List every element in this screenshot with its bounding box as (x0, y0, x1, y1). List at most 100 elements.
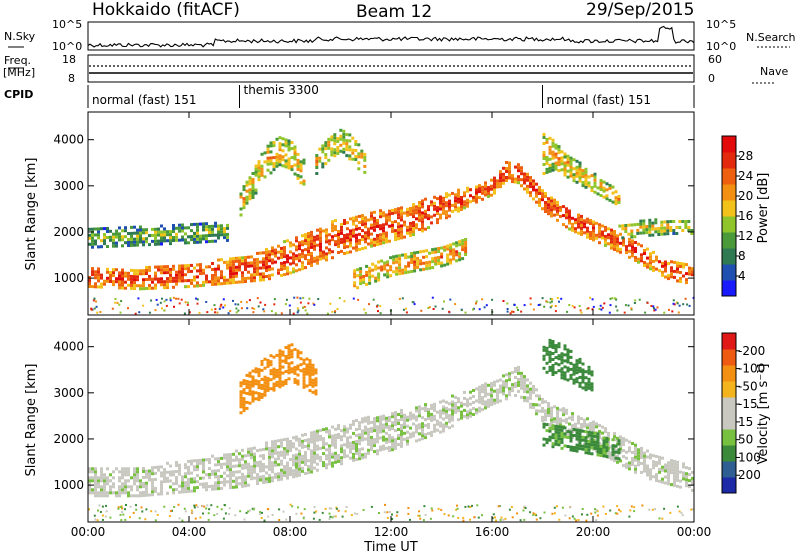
heatmap-cell (278, 142, 282, 146)
heatmap-cell (554, 152, 558, 156)
heatmap-cell (622, 440, 625, 444)
heatmap-cell (412, 233, 415, 237)
heatmap-cell (545, 300, 548, 303)
heatmap-cell (112, 482, 115, 486)
heatmap-cell (310, 458, 313, 462)
heatmap-cell (94, 227, 97, 231)
heatmap-cell (241, 454, 244, 458)
heatmap-cell (148, 274, 151, 278)
heatmap-cell (229, 465, 232, 469)
heatmap-cell (151, 478, 154, 482)
heatmap-cell (228, 507, 231, 510)
heatmap-cell (598, 229, 601, 233)
heatmap-cell (686, 303, 689, 306)
heatmap-cell (616, 249, 619, 253)
heatmap-cell (196, 275, 199, 279)
heatmap-cell (148, 265, 151, 269)
heatmap-cell (572, 381, 576, 385)
heatmap-cell (641, 504, 644, 507)
heatmap-cell (500, 516, 503, 519)
heatmap-cell (239, 213, 243, 217)
heatmap-cell (604, 430, 607, 434)
heatmap-cell (365, 270, 369, 274)
heatmap-cell (172, 224, 175, 227)
heatmap-cell (415, 409, 418, 413)
heatmap-cell (193, 222, 196, 226)
heatmap-cell (442, 399, 445, 403)
heatmap-cell (301, 469, 304, 473)
heatmap-cell (308, 383, 312, 387)
heatmap-cell (316, 228, 319, 232)
heatmap-cell (256, 272, 259, 276)
heatmap-cell (572, 176, 576, 180)
heatmap-cell (313, 436, 316, 440)
heatmap-cell (367, 230, 370, 234)
heatmap-cell (373, 420, 376, 424)
heatmap-cell (266, 147, 270, 151)
heatmap-cell (667, 461, 670, 465)
heatmap-cell (411, 301, 414, 304)
heatmap-cell (392, 270, 396, 274)
heatmap-cell (400, 435, 403, 439)
heatmap-cell (136, 237, 139, 241)
heatmap-cell (517, 178, 520, 182)
heatmap-cell (226, 281, 229, 285)
heatmap-cell (288, 304, 291, 307)
heatmap-cell (631, 442, 634, 445)
heatmap-cell (574, 422, 577, 426)
heatmap-cell (690, 229, 694, 232)
heatmap-cell (262, 481, 265, 484)
heatmap-cell (443, 513, 446, 516)
heatmap-cell (299, 301, 302, 304)
heatmap-cell (532, 385, 535, 388)
heatmap-cell (331, 250, 334, 254)
heatmap-cell (431, 266, 435, 270)
heatmap-cell (421, 220, 424, 224)
heatmap-cell (121, 511, 124, 513)
heatmap-cell (373, 219, 376, 223)
heatmap-cell (91, 236, 94, 240)
heatmap-cell (367, 430, 370, 434)
heatmap-cell (499, 182, 502, 186)
heatmap-cell (538, 403, 541, 407)
heatmap-cell (313, 445, 316, 449)
heatmap-cell (257, 178, 261, 182)
heatmap-cell (118, 488, 121, 492)
heatmap-cell (385, 437, 388, 441)
heatmap-cell (581, 374, 585, 378)
heatmap-cell (187, 235, 190, 239)
heatmap-cell (517, 163, 520, 167)
heatmap-cell (307, 259, 310, 262)
heatmap-cell (220, 282, 223, 286)
heatmap-cell (296, 311, 299, 314)
colorbar-tick-label: 15 (738, 415, 753, 429)
heatmap-cell (284, 358, 288, 361)
heatmap-cell (394, 444, 397, 448)
heatmap-cell (578, 438, 582, 442)
heatmap-cell (383, 261, 387, 265)
heatmap-cell (139, 272, 142, 276)
heatmap-cell (124, 470, 127, 474)
heatmap-cell (649, 255, 652, 259)
heatmap-cell (345, 142, 349, 146)
heatmap-cell (184, 475, 187, 479)
heatmap-cell (133, 225, 136, 229)
heatmap-cell (397, 228, 400, 232)
heatmap-cell (208, 476, 211, 479)
heatmap-cell (464, 247, 468, 250)
heatmap-cell (667, 262, 670, 266)
heatmap-cell (571, 222, 574, 226)
heatmap-cell (130, 485, 133, 489)
heatmap-cell (602, 186, 606, 190)
heatmap-cell (118, 238, 121, 242)
heatmap-cell (223, 275, 226, 279)
heatmap-cell (548, 145, 552, 149)
heatmap-cell (331, 256, 334, 260)
heatmap-cell (280, 246, 283, 250)
heatmap-cell (418, 219, 421, 222)
heatmap-cell (605, 197, 609, 201)
heatmap-cell (136, 476, 139, 480)
heatmap-cell (328, 242, 331, 246)
heatmap-cell (286, 464, 289, 468)
heatmap-cell (598, 223, 601, 227)
